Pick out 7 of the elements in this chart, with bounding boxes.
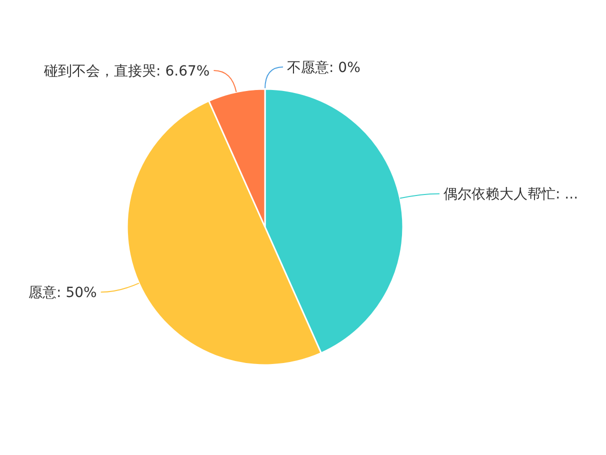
pie-slice xyxy=(264,88,404,354)
slice-label: 碰到不会，直接哭: 6.67% xyxy=(43,64,210,80)
slice: 不愿意: 0% xyxy=(264,60,360,90)
pie-slice xyxy=(208,88,266,228)
slice-label: 偶尔依赖大人帮忙: ... xyxy=(444,186,578,203)
pie-slice xyxy=(126,100,322,366)
slice-label: 愿意: 50% xyxy=(28,285,97,302)
